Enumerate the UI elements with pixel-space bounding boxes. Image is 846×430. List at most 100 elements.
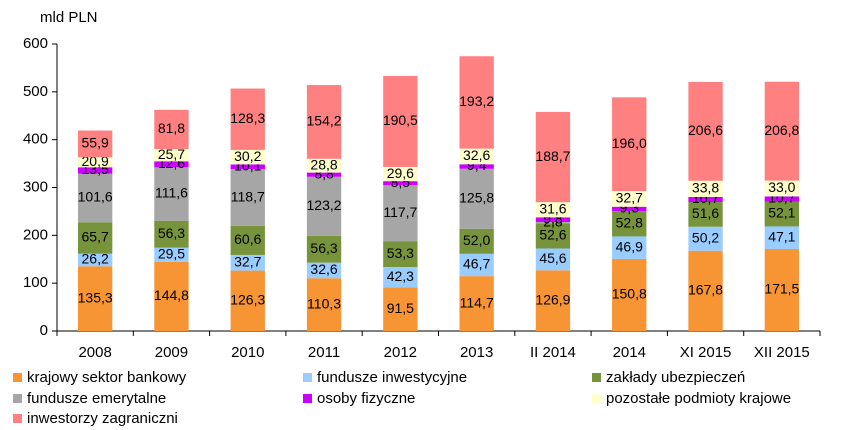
- legend-swatch: [592, 394, 601, 403]
- bar-segment: [230, 88, 265, 150]
- x-tick-label: 2010: [231, 344, 264, 361]
- legend-label: inwestorzy zagraniczni: [27, 410, 178, 427]
- bar-segment: [306, 158, 342, 173]
- bar-segment: [688, 202, 723, 227]
- data-label: 32,7: [234, 253, 261, 269]
- data-label: 29,6: [387, 165, 414, 181]
- bar-segment: [306, 172, 342, 177]
- data-label: 45,6: [539, 250, 566, 266]
- legend-label: pozostałe podmioty krajowe: [606, 390, 791, 407]
- bar-segment: [612, 258, 647, 331]
- data-label: 135,3: [78, 289, 113, 305]
- bar-segment: [764, 81, 800, 181]
- data-label: 110,3: [307, 295, 341, 311]
- bar-segment: [77, 173, 113, 223]
- bar-segment: [612, 206, 647, 212]
- bar-segment: [154, 247, 189, 262]
- bar-segment: [459, 253, 494, 277]
- bar-segment: [383, 241, 418, 267]
- bar-segment: [230, 164, 265, 170]
- data-label: 33,0: [768, 179, 795, 195]
- bar-segment: [535, 270, 571, 331]
- legend-swatch: [303, 394, 312, 403]
- data-label: 26,2: [82, 251, 109, 267]
- bar-segment: [77, 157, 113, 168]
- y-tick-label: 0: [40, 322, 48, 339]
- x-tick-label: 2011: [308, 344, 340, 361]
- data-label: 126,3: [230, 291, 265, 307]
- data-label: 29,5: [158, 245, 185, 261]
- data-label: 91,5: [387, 300, 414, 316]
- bar-segment: [230, 270, 265, 331]
- bar-segment: [459, 276, 494, 331]
- data-label: 188,7: [535, 148, 570, 164]
- y-tick-label: 200: [23, 226, 48, 243]
- data-label: 25,7: [158, 146, 185, 162]
- bar-segment: [764, 248, 800, 331]
- x-tick-label: 2013: [460, 344, 493, 361]
- data-label: 123,2: [307, 197, 342, 213]
- x-tick-label: 2008: [78, 344, 111, 361]
- bar-segment: [77, 130, 113, 158]
- bar-segment: [459, 56, 494, 149]
- data-label: 33,8: [692, 180, 719, 196]
- data-label: 32,6: [463, 147, 490, 163]
- bar-segment: [306, 262, 342, 279]
- bar-segment: [77, 253, 113, 267]
- bar-segment: [154, 167, 189, 221]
- bar-segment: [154, 148, 189, 162]
- data-label: 28,8: [310, 156, 337, 172]
- data-label: 31,6: [539, 200, 566, 216]
- data-label: 46,9: [616, 238, 643, 254]
- legend-swatch: [592, 373, 601, 382]
- bar-segment: [535, 202, 571, 218]
- bar-segment: [535, 111, 571, 203]
- x-tick-label: 2012: [384, 344, 417, 361]
- bar-segment: [612, 191, 647, 207]
- bar-segment: [764, 180, 800, 197]
- bar-segment: [459, 228, 494, 254]
- bar-segment: [77, 266, 113, 331]
- bar-segment: [612, 236, 647, 259]
- data-label: 51,6: [692, 205, 719, 221]
- legend-swatch: [13, 394, 22, 403]
- y-tick-label: 600: [23, 35, 48, 52]
- legend-label: fundusze emerytalne: [27, 390, 166, 407]
- bar-segment: [383, 287, 418, 331]
- data-label: 50,2: [692, 229, 719, 245]
- data-label: 101,6: [78, 189, 113, 205]
- bar-segment: [688, 250, 723, 331]
- data-label: 32,6: [310, 261, 337, 277]
- legend-swatch: [303, 373, 312, 382]
- data-label: 126,9: [535, 291, 570, 307]
- bar-segment: [612, 97, 647, 192]
- data-label: 206,8: [764, 122, 799, 138]
- data-label: 52,1: [768, 205, 795, 221]
- y-tick-label: 400: [23, 131, 48, 148]
- data-label: 52,8: [616, 215, 643, 231]
- bar-segment: [383, 75, 418, 167]
- legend-swatch: [13, 373, 22, 382]
- bar-segment: [154, 109, 189, 149]
- bar-segment: [535, 248, 571, 271]
- bar-segment: [535, 221, 571, 224]
- data-label: 60,6: [234, 231, 261, 247]
- data-label: 46,7: [463, 256, 490, 272]
- data-label: 154,2: [307, 113, 342, 129]
- bar-segment: [230, 225, 265, 255]
- data-label: 47,1: [768, 228, 795, 244]
- bar-segment: [535, 217, 571, 222]
- bar-segment: [688, 196, 723, 203]
- bar-segment: [383, 266, 418, 288]
- data-label: 30,2: [234, 148, 261, 164]
- bar-segment: [306, 85, 342, 159]
- bar-segment: [77, 222, 113, 254]
- legend-label: fundusze inwestycyjne: [317, 369, 467, 386]
- data-label: 196,0: [612, 135, 647, 151]
- y-tick-label: 500: [23, 83, 48, 100]
- bar-segment: [459, 148, 494, 165]
- bar-segment: [306, 278, 342, 331]
- bar-segment: [230, 149, 265, 165]
- bar-segment: [230, 169, 265, 226]
- data-label: 171,5: [764, 281, 799, 297]
